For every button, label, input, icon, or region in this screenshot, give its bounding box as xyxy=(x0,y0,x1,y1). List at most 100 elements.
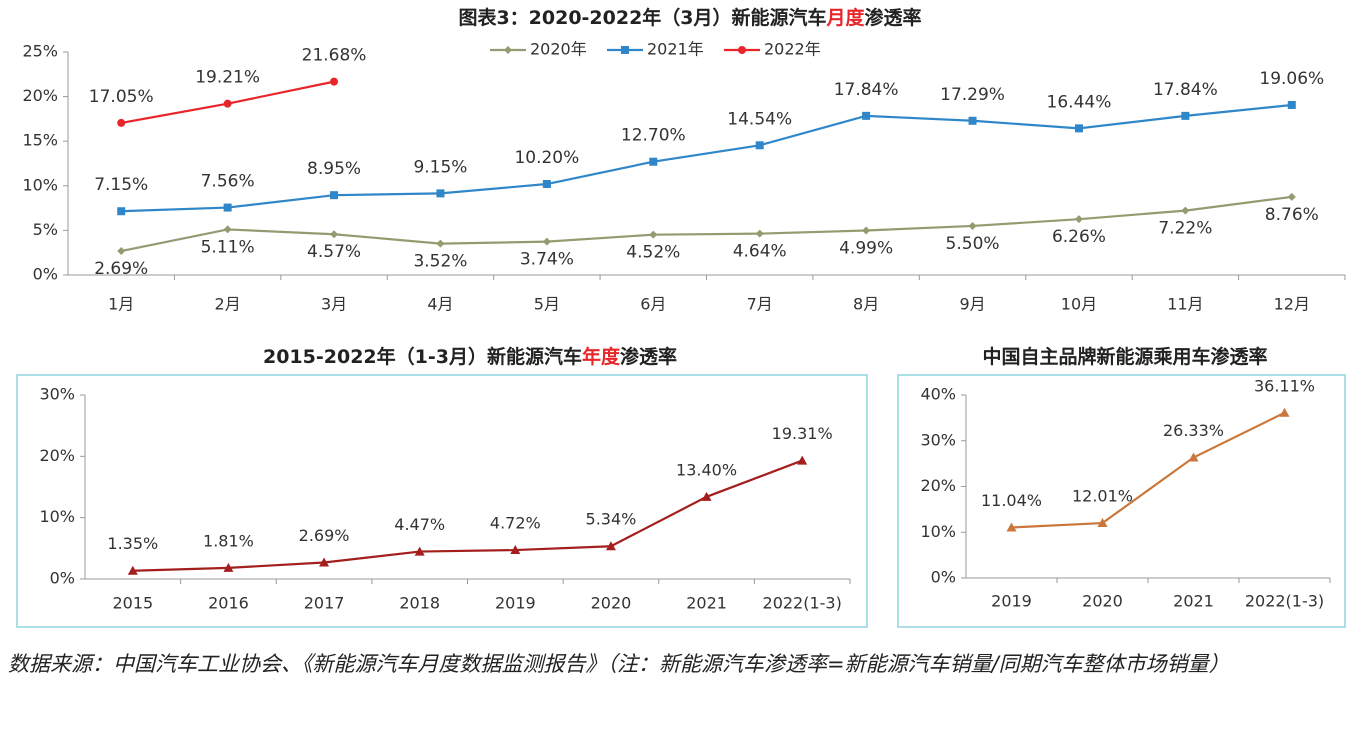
data-label: 17.05% xyxy=(89,87,154,107)
marker xyxy=(649,157,658,166)
x-tick-label: 6月 xyxy=(640,295,666,314)
title-part: 年度 xyxy=(582,345,621,368)
marker xyxy=(1287,100,1296,109)
chart-frame xyxy=(16,374,868,628)
marker xyxy=(223,203,232,212)
marker xyxy=(117,118,126,127)
charts: 图表3：2020-2022年（3月）新能源汽车月度渗透率 0% 5% 10% 15% 20… xyxy=(16,6,1346,628)
data-label: 1.35% xyxy=(107,534,158,553)
data-label: 19.31% xyxy=(772,424,833,443)
marker xyxy=(738,46,746,54)
data-label: 4.72% xyxy=(490,514,541,533)
x-tick-label: 2019 xyxy=(991,592,1032,611)
chart-title: 图表3：2020-2022年（3月）新能源汽车月度渗透率 xyxy=(458,6,921,29)
chart-frame xyxy=(897,374,1346,628)
y-tick-label: 20% xyxy=(920,476,956,495)
marker xyxy=(330,230,339,239)
marker xyxy=(621,46,629,54)
data-label: 11.04% xyxy=(981,491,1042,510)
x-tick-label: 2019 xyxy=(495,594,536,613)
x-tick-label: 3月 xyxy=(321,295,347,314)
y-tick-label: 20% xyxy=(22,86,58,105)
y-tick-label: 5% xyxy=(33,220,58,239)
data-label: 14.54% xyxy=(727,109,792,129)
marker xyxy=(1097,518,1108,528)
data-label: 19.21% xyxy=(195,68,260,88)
marker xyxy=(1006,522,1017,532)
data-label: 8.95% xyxy=(307,159,361,179)
x-tick-label: 10月 xyxy=(1061,295,1097,314)
x-tick-label: 2016 xyxy=(208,594,249,613)
marker xyxy=(968,221,977,230)
data-label: 16.44% xyxy=(1047,92,1112,112)
data-label: 7.15% xyxy=(94,175,148,195)
x-tick-label: 2022(1-3) xyxy=(1245,592,1324,611)
data-label: 13.40% xyxy=(676,460,737,479)
marker xyxy=(1188,452,1199,462)
y-tick-label: 10% xyxy=(22,175,58,194)
x-tick-label: 2020 xyxy=(1082,592,1123,611)
x-tick-label: 7月 xyxy=(747,295,773,314)
data-label: 9.15% xyxy=(413,157,467,177)
y-tick-label: 40% xyxy=(920,385,956,404)
title-part: 2015-2022年（1-3月）新能源汽车 xyxy=(263,345,582,368)
marker xyxy=(330,191,339,200)
y-tick-label: 10% xyxy=(39,507,75,526)
data-label: 21.68% xyxy=(302,46,367,66)
marker xyxy=(117,247,126,256)
title-part: 图表3：2020-2022年（3月）新能源汽车 xyxy=(458,6,826,29)
series-line xyxy=(132,459,803,572)
x-tick-label: 11月 xyxy=(1167,295,1203,314)
x-tick-label: 2017 xyxy=(304,594,345,613)
marker xyxy=(414,546,425,556)
data-label: 3.74% xyxy=(520,250,574,270)
data-label: 6.26% xyxy=(1052,227,1106,247)
x-tick-label: 2020 xyxy=(591,594,632,613)
series-line xyxy=(121,103,1292,213)
data-label: 7.56% xyxy=(201,172,255,192)
data-label: 19.06% xyxy=(1259,69,1324,89)
data-label: 17.84% xyxy=(1153,80,1218,100)
data-label: 5.11% xyxy=(201,237,255,257)
marker xyxy=(319,557,330,567)
legend-label: 2021年 xyxy=(647,40,704,59)
y-tick-label: 30% xyxy=(39,385,75,404)
marker xyxy=(797,455,808,465)
series-line xyxy=(1011,411,1285,529)
marker xyxy=(510,545,521,555)
y-tick-label: 0% xyxy=(33,265,58,284)
x-tick-label: 9月 xyxy=(959,295,985,314)
marker xyxy=(542,237,551,246)
chart-title: 中国自主品牌新能源乘用车渗透率 xyxy=(982,345,1267,368)
x-tick-label: 8月 xyxy=(853,295,879,314)
marker xyxy=(542,180,551,189)
y-tick-label: 20% xyxy=(39,446,75,465)
legend-label: 2022年 xyxy=(764,40,821,59)
data-label: 10.20% xyxy=(514,148,579,168)
marker xyxy=(862,111,871,120)
marker xyxy=(649,230,658,239)
data-label: 4.99% xyxy=(839,238,893,258)
y-tick-label: 0% xyxy=(50,569,75,588)
marker xyxy=(117,207,126,216)
data-label: 4.57% xyxy=(307,242,361,262)
y-tick-label: 30% xyxy=(920,430,956,449)
marker xyxy=(1181,206,1190,215)
x-tick-label: 2021 xyxy=(686,594,727,613)
data-label: 4.52% xyxy=(626,243,680,263)
title-part: 渗透率 xyxy=(620,345,677,368)
data-label: 17.29% xyxy=(940,85,1005,105)
data-label: 4.64% xyxy=(733,242,787,262)
marker xyxy=(1074,215,1083,224)
y-tick-label: 15% xyxy=(22,131,58,150)
data-label: 26.33% xyxy=(1163,421,1224,440)
data-label: 8.76% xyxy=(1265,205,1319,225)
x-tick-label: 5月 xyxy=(534,295,560,314)
data-label: 3.52% xyxy=(413,252,467,272)
legend-label: 2020年 xyxy=(530,40,587,59)
data-label: 7.22% xyxy=(1158,219,1212,239)
marker xyxy=(1181,111,1190,120)
marker xyxy=(755,141,764,150)
data-label: 12.01% xyxy=(1072,487,1133,506)
